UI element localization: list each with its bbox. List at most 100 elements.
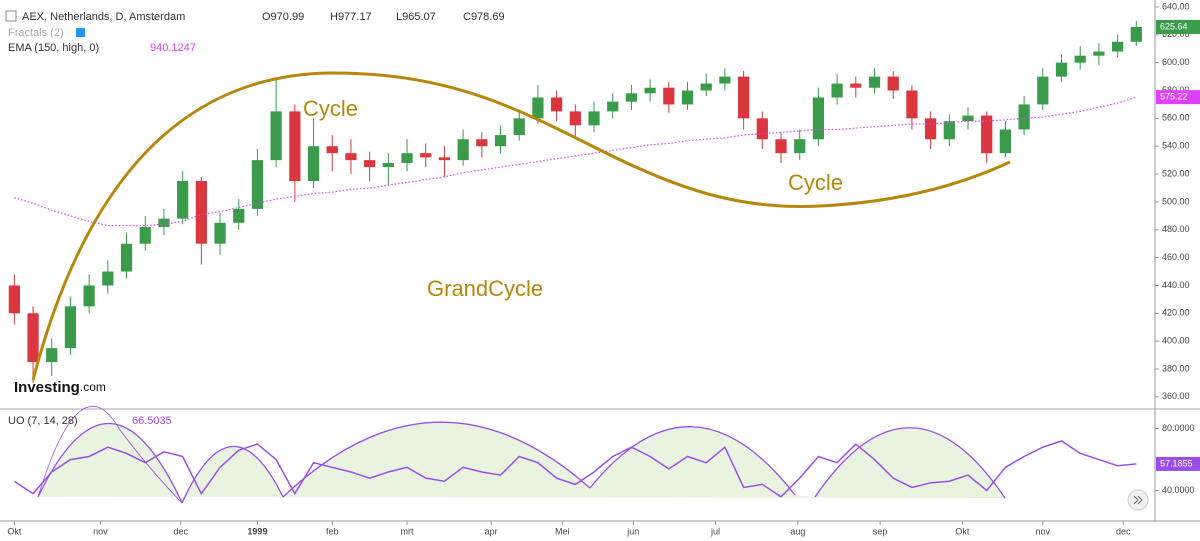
x-tick-label: dec [174, 526, 189, 536]
y-tick-label: 420.00 [1162, 308, 1190, 318]
candle-body [999, 129, 1012, 154]
candle-body [438, 157, 451, 161]
candle-body [102, 271, 114, 286]
candle-body [1130, 26, 1142, 42]
candle-body [1093, 51, 1105, 56]
candle-body [158, 218, 170, 227]
candle-body [1074, 55, 1086, 63]
cycle-arc [282, 421, 591, 498]
candle-body [326, 146, 338, 154]
price-tag-label: 575.22 [1160, 92, 1188, 102]
oscillator-label[interactable]: UO (7, 14, 28) [8, 415, 78, 427]
oscillator-cycles [37, 406, 1006, 504]
watermark: Investing.com [14, 379, 106, 396]
y-tick-label: 400.00 [1162, 336, 1190, 346]
candle-body [345, 153, 357, 161]
indicator-label[interactable]: Fractals (2) [8, 27, 64, 39]
x-tick-label: dec [1116, 526, 1131, 536]
x-tick-label: nov [93, 526, 108, 536]
candle-body [906, 90, 918, 119]
candle-body [812, 97, 825, 140]
plot-area [8, 20, 1142, 498]
scroll-icon [1133, 495, 1143, 505]
y-tick-label: 640.00 [1162, 1, 1190, 11]
candle-body [719, 76, 731, 84]
candle-body [569, 111, 581, 126]
candle-body [925, 118, 937, 140]
y-tick-label: 40.0000 [1162, 485, 1195, 495]
candle-body [364, 160, 376, 168]
candle-body [644, 87, 656, 94]
y-tick-label: 560.00 [1162, 113, 1190, 123]
y-tick-label: 580.00 [1162, 85, 1190, 95]
candle-body [981, 115, 993, 154]
candle-body [289, 111, 301, 182]
x-tick-label: nov [1036, 526, 1051, 536]
symbol-title: AEX, Netherlands, D, Amsterdam [22, 11, 185, 23]
candle-body [831, 83, 843, 98]
x-tick-label: Mei [555, 526, 570, 536]
candle-body [962, 115, 974, 122]
eye-icon[interactable] [76, 28, 85, 37]
candle-body [120, 243, 133, 272]
candle-body [64, 306, 77, 349]
y-tick-label: 480.00 [1162, 224, 1190, 234]
y-tick-label: 620.00 [1162, 29, 1190, 39]
candle-body [139, 226, 151, 244]
cycle-arc [37, 406, 121, 498]
candle-body [588, 111, 600, 126]
candle-body [756, 118, 768, 140]
ohlc-close: C978.69 [463, 11, 505, 23]
x-tick-label: jul [710, 526, 720, 536]
x-tick-label: Okt [7, 526, 22, 536]
candle-body [382, 162, 394, 168]
candle-body [83, 285, 95, 307]
candle-body [233, 208, 245, 223]
candle-body [476, 139, 488, 147]
indicator-label[interactable]: EMA (150, high, 0) [8, 42, 99, 54]
candle-body [1018, 104, 1030, 130]
y-tick-label: 520.00 [1162, 168, 1190, 178]
candle-body [794, 139, 806, 154]
candle-body [1111, 41, 1124, 52]
x-tick-label: Okt [955, 526, 970, 536]
candle-body [270, 111, 282, 161]
y-tick-label: 540.00 [1162, 141, 1190, 151]
candle-body [663, 87, 675, 105]
candle-body [738, 76, 750, 119]
y-tick-label: 460.00 [1162, 252, 1190, 262]
candle-body [195, 181, 207, 244]
cycle-arc [814, 427, 1006, 499]
candle-body [27, 313, 39, 363]
ohlc-high: H977.17 [330, 11, 372, 23]
cycle-curve [31, 71, 1011, 381]
candle-body [625, 93, 638, 102]
oscillator-line [13, 440, 1137, 498]
candle-body [868, 76, 881, 88]
candle-body [401, 153, 413, 163]
candle-body [607, 101, 619, 112]
x-tick-label: apr [485, 526, 498, 536]
price-tag [1156, 90, 1200, 105]
candle-body [457, 139, 469, 161]
x-tick-label: jun [626, 526, 639, 536]
annotation: Cycle [303, 96, 358, 121]
candle-body [850, 83, 862, 88]
collapse-icon[interactable] [5, 10, 17, 22]
y-tick-label: 360.00 [1162, 391, 1190, 401]
annotation: GrandCycle [427, 276, 543, 301]
candle-body [700, 83, 712, 91]
annotation: Cycle [788, 170, 843, 195]
candle-body [1037, 76, 1049, 105]
candle-body [1055, 62, 1068, 77]
x-tick-label: sep [873, 526, 888, 536]
y-tick-label: 380.00 [1162, 363, 1190, 373]
price-tag-label: 625.64 [1160, 21, 1188, 31]
candle-body [681, 90, 694, 105]
x-tick-label: feb [326, 526, 339, 536]
candle-body [532, 97, 544, 119]
ohlc-open: O970.99 [262, 11, 304, 23]
y-tick-label: 500.00 [1162, 196, 1190, 206]
